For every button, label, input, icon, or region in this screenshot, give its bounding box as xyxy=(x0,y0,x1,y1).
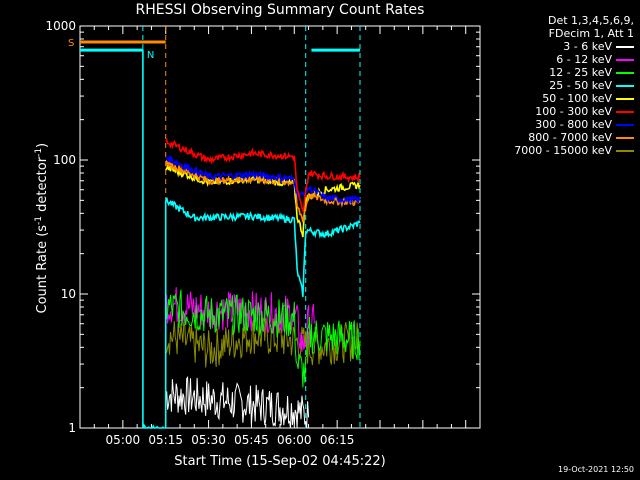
legend-item: 100 - 300 keV xyxy=(480,105,634,118)
legend-label: 50 - 100 keV xyxy=(542,92,612,105)
legend-item: 12 - 25 keV xyxy=(480,66,634,79)
legend-label: 800 - 7000 keV xyxy=(528,131,612,144)
legend-item: 6 - 12 keV xyxy=(480,53,634,66)
legend-item: 3 - 6 keV xyxy=(480,40,634,53)
legend-item: 25 - 50 keV xyxy=(480,79,634,92)
legend-swatch xyxy=(616,58,634,61)
series-line xyxy=(80,49,361,429)
legend-item: 7000 - 15000 keV xyxy=(480,144,634,157)
legend-label: 6 - 12 keV xyxy=(556,53,612,66)
legend-swatch xyxy=(616,84,634,87)
x-tick-label: 06:00 xyxy=(277,433,312,447)
legend: Det 1,3,4,5,6,9, FDecim 1, Att 1 3 - 6 k… xyxy=(480,14,634,157)
series-line xyxy=(165,317,361,368)
y-tick-label: 1000 xyxy=(45,19,76,33)
state-bar-label: S xyxy=(68,38,74,49)
x-tick-label: 05:00 xyxy=(106,433,141,447)
series-line xyxy=(165,287,315,352)
y-tick-label: 100 xyxy=(53,153,76,167)
legend-swatch xyxy=(616,97,634,100)
chart-title: RHESSI Observing Summary Count Rates xyxy=(135,2,425,18)
legend-swatch xyxy=(616,110,634,113)
state-bar-label: N xyxy=(147,50,154,61)
legend-swatch xyxy=(616,123,634,126)
legend-label: 12 - 25 keV xyxy=(549,66,612,79)
x-tick-label: 05:30 xyxy=(191,433,226,447)
legend-label: 25 - 50 keV xyxy=(549,79,612,92)
legend-swatch xyxy=(616,149,634,152)
x-tick-label: 06:15 xyxy=(320,433,355,447)
legend-swatch xyxy=(616,136,634,139)
legend-label: 3 - 6 keV xyxy=(563,40,612,53)
series-line xyxy=(165,289,361,388)
legend-item: 800 - 7000 keV xyxy=(480,131,634,144)
legend-swatch xyxy=(616,45,634,48)
legend-item: 50 - 100 keV xyxy=(480,92,634,105)
x-tick-label: 05:45 xyxy=(234,433,269,447)
legend-header-2: FDecim 1, Att 1 xyxy=(548,27,634,40)
legend-item: 300 - 800 keV xyxy=(480,118,634,131)
legend-header-1: Det 1,3,4,5,6,9, xyxy=(547,14,634,27)
y-tick-label: 1 xyxy=(68,421,76,435)
legend-label: 300 - 800 keV xyxy=(535,118,612,131)
legend-swatch xyxy=(616,71,634,74)
series-line xyxy=(165,376,310,429)
x-axis-label: Start Time (15-Sep-02 04:45:22) xyxy=(174,454,386,469)
series-line xyxy=(165,154,361,204)
legend-label: 100 - 300 keV xyxy=(535,105,612,118)
timestamp: 19-Oct-2021 12:50 xyxy=(558,465,634,474)
series-line xyxy=(165,137,361,212)
y-axis-label: Count Rate (s-1 detector-1) xyxy=(33,142,51,314)
x-tick-label: 05:15 xyxy=(148,433,183,447)
axes-frame xyxy=(79,25,481,429)
legend-label: 7000 - 15000 keV xyxy=(514,144,612,157)
y-tick-label: 10 xyxy=(61,287,76,301)
series-line xyxy=(165,163,361,238)
